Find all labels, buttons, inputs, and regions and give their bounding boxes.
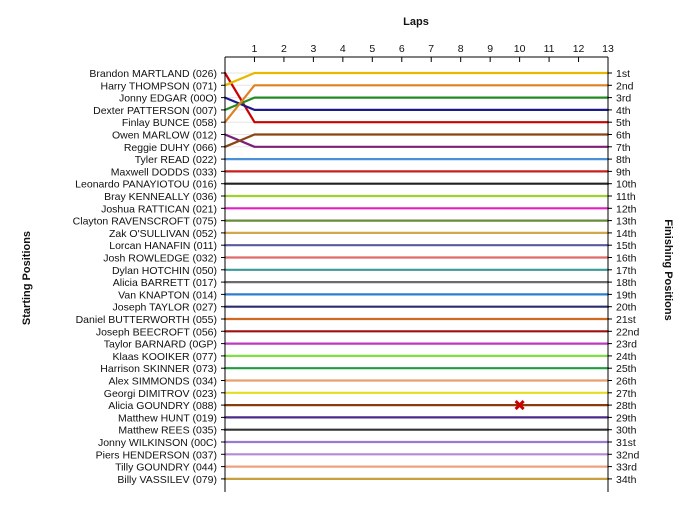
finishing-position-label: 26th — [616, 376, 637, 388]
finishing-position-label: 9th — [616, 166, 631, 178]
finishing-position-label: 18th — [616, 277, 637, 289]
y-axis-title-left: Starting Positions — [21, 231, 33, 325]
finishing-position-label: 2nd — [616, 80, 634, 92]
finishing-position-label: 12th — [616, 203, 637, 215]
starting-driver-label: Joshua RATTICAN (021) — [101, 203, 217, 215]
finishing-position-label: 5th — [616, 117, 631, 129]
starting-driver-label: Tyler READ (022) — [135, 154, 217, 166]
finishing-position-label: 30th — [616, 425, 637, 437]
starting-driver-label: Billy VASSILEV (079) — [117, 474, 217, 486]
finishing-position-label: 23rd — [616, 339, 637, 351]
driver-position-line — [223, 96, 610, 112]
lap-tick-label: 10 — [514, 43, 526, 55]
starting-driver-label: Zak O'SULLIVAN (052) — [109, 228, 217, 240]
starting-driver-label: Brandon MARTLAND (026) — [89, 68, 217, 80]
finishing-position-label: 25th — [616, 363, 637, 375]
finishing-position-label: 32nd — [616, 449, 640, 461]
finishing-position-label: 31st — [616, 437, 636, 449]
starting-driver-label: Klaas KOOIKER (077) — [113, 351, 217, 363]
finishing-position-label: 27th — [616, 388, 637, 400]
driver-position-line — [223, 133, 610, 148]
lap-tick-label: 3 — [310, 43, 316, 55]
lap-tick-label: 7 — [428, 43, 434, 55]
lap-tick-label: 5 — [369, 43, 375, 55]
driver-position-line — [223, 71, 610, 124]
starting-driver-label: Alex SIMMONDS (034) — [108, 376, 217, 388]
starting-driver-label: Georgi DIMITROV (023) — [104, 388, 217, 400]
lap-tick-label: 12 — [573, 43, 585, 55]
finishing-position-label: 33rd — [616, 462, 637, 474]
starting-driver-label: Lorcan HANAFIN (011) — [109, 240, 217, 252]
starting-driver-label: Alicia GOUNDRY (088) — [108, 400, 217, 412]
finishing-position-label: 14th — [616, 228, 637, 240]
finishing-position-label: 13th — [616, 216, 637, 228]
starting-driver-label: Joseph TAYLOR (027) — [113, 302, 217, 314]
starting-driver-label: Alicia BARRETT (017) — [113, 277, 217, 289]
starting-driver-label: Jonny WILKINSON (00C) — [98, 437, 217, 449]
lap-tick-label: 13 — [602, 43, 614, 55]
driver-position-line — [223, 96, 610, 112]
finishing-position-label: 34th — [616, 474, 637, 486]
starting-driver-label: Jonny EDGAR (00O) — [119, 93, 217, 105]
driver-position-line — [223, 84, 610, 124]
x-axis-title: Laps — [403, 16, 429, 28]
driver-position-line — [223, 71, 610, 87]
starting-driver-label: Maxwell DODDS (033) — [111, 166, 217, 178]
lap-tick-label: 1 — [252, 43, 258, 55]
retired-marker — [514, 400, 525, 411]
finishing-position-label: 1st — [616, 68, 630, 80]
starting-driver-label: Josh ROWLEDGE (032) — [103, 253, 217, 265]
lap-tick-label: 8 — [458, 43, 464, 55]
finishing-position-label: 22nd — [616, 326, 640, 338]
finishing-position-label: 17th — [616, 265, 637, 277]
driver-position-line — [223, 133, 610, 148]
retired-marker-stroke — [514, 400, 525, 411]
finishing-position-label: 7th — [616, 142, 631, 154]
starting-driver-label: Bray KENNEALLY (036) — [104, 191, 217, 203]
starting-driver-label: Finlay BUNCE (058) — [122, 117, 217, 129]
lap-tick-label: 6 — [399, 43, 405, 55]
starting-driver-label: Harry THOMPSON (071) — [101, 80, 218, 92]
finishing-position-label: 8th — [616, 154, 631, 166]
starting-driver-label: Harrison SKINNER (073) — [100, 363, 217, 375]
starting-driver-label: Clayton RAVENSCROFT (075) — [73, 216, 217, 228]
finishing-position-label: 19th — [616, 289, 637, 301]
starting-driver-label: Dexter PATTERSON (007) — [93, 105, 217, 117]
lap-tick-label: 11 — [544, 43, 555, 55]
finishing-position-label: 11th — [616, 191, 636, 203]
finishing-position-label: 3rd — [616, 93, 631, 105]
starting-driver-label: Matthew REES (035) — [118, 425, 217, 437]
starting-driver-label: Reggie DUHY (066) — [124, 142, 217, 154]
starting-driver-label: Tilly GOUNDRY (044) — [115, 462, 217, 474]
starting-driver-label: Leonardo PANAYIOTOU (016) — [75, 179, 217, 191]
starting-driver-label: Daniel BUTTERWORTH (055) — [76, 314, 217, 326]
starting-driver-label: Joseph BEECROFT (056) — [96, 326, 217, 338]
finishing-position-label: 29th — [616, 412, 637, 424]
finishing-position-label: 21st — [616, 314, 636, 326]
finishing-position-label: 10th — [616, 179, 637, 191]
y-axis-title-right: Finishing Positions — [662, 219, 674, 320]
starting-driver-label: Dylan HOTCHIN (050) — [112, 265, 217, 277]
finishing-position-label: 24th — [616, 351, 637, 363]
starting-driver-label: Van KNAPTON (014) — [118, 289, 217, 301]
starting-driver-label: Taylor BARNARD (0GP) — [104, 339, 217, 351]
starting-driver-label: Owen MARLOW (012) — [112, 130, 217, 142]
lap-tick-label: 4 — [340, 43, 346, 55]
lap-tick-label: 9 — [487, 43, 493, 55]
finishing-position-label: 20th — [616, 302, 637, 314]
finishing-position-label: 28th — [616, 400, 637, 412]
starting-driver-label: Matthew HUNT (019) — [118, 412, 217, 424]
finishing-position-label: 6th — [616, 130, 631, 142]
finishing-position-label: 4th — [616, 105, 631, 117]
finishing-position-label: 16th — [616, 253, 637, 265]
lap-tick-label: 2 — [281, 43, 287, 55]
finishing-position-label: 15th — [616, 240, 637, 252]
starting-driver-label: Piers HENDERSON (037) — [96, 449, 217, 461]
